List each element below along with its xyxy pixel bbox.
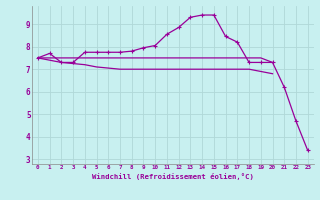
- X-axis label: Windchill (Refroidissement éolien,°C): Windchill (Refroidissement éolien,°C): [92, 173, 254, 180]
